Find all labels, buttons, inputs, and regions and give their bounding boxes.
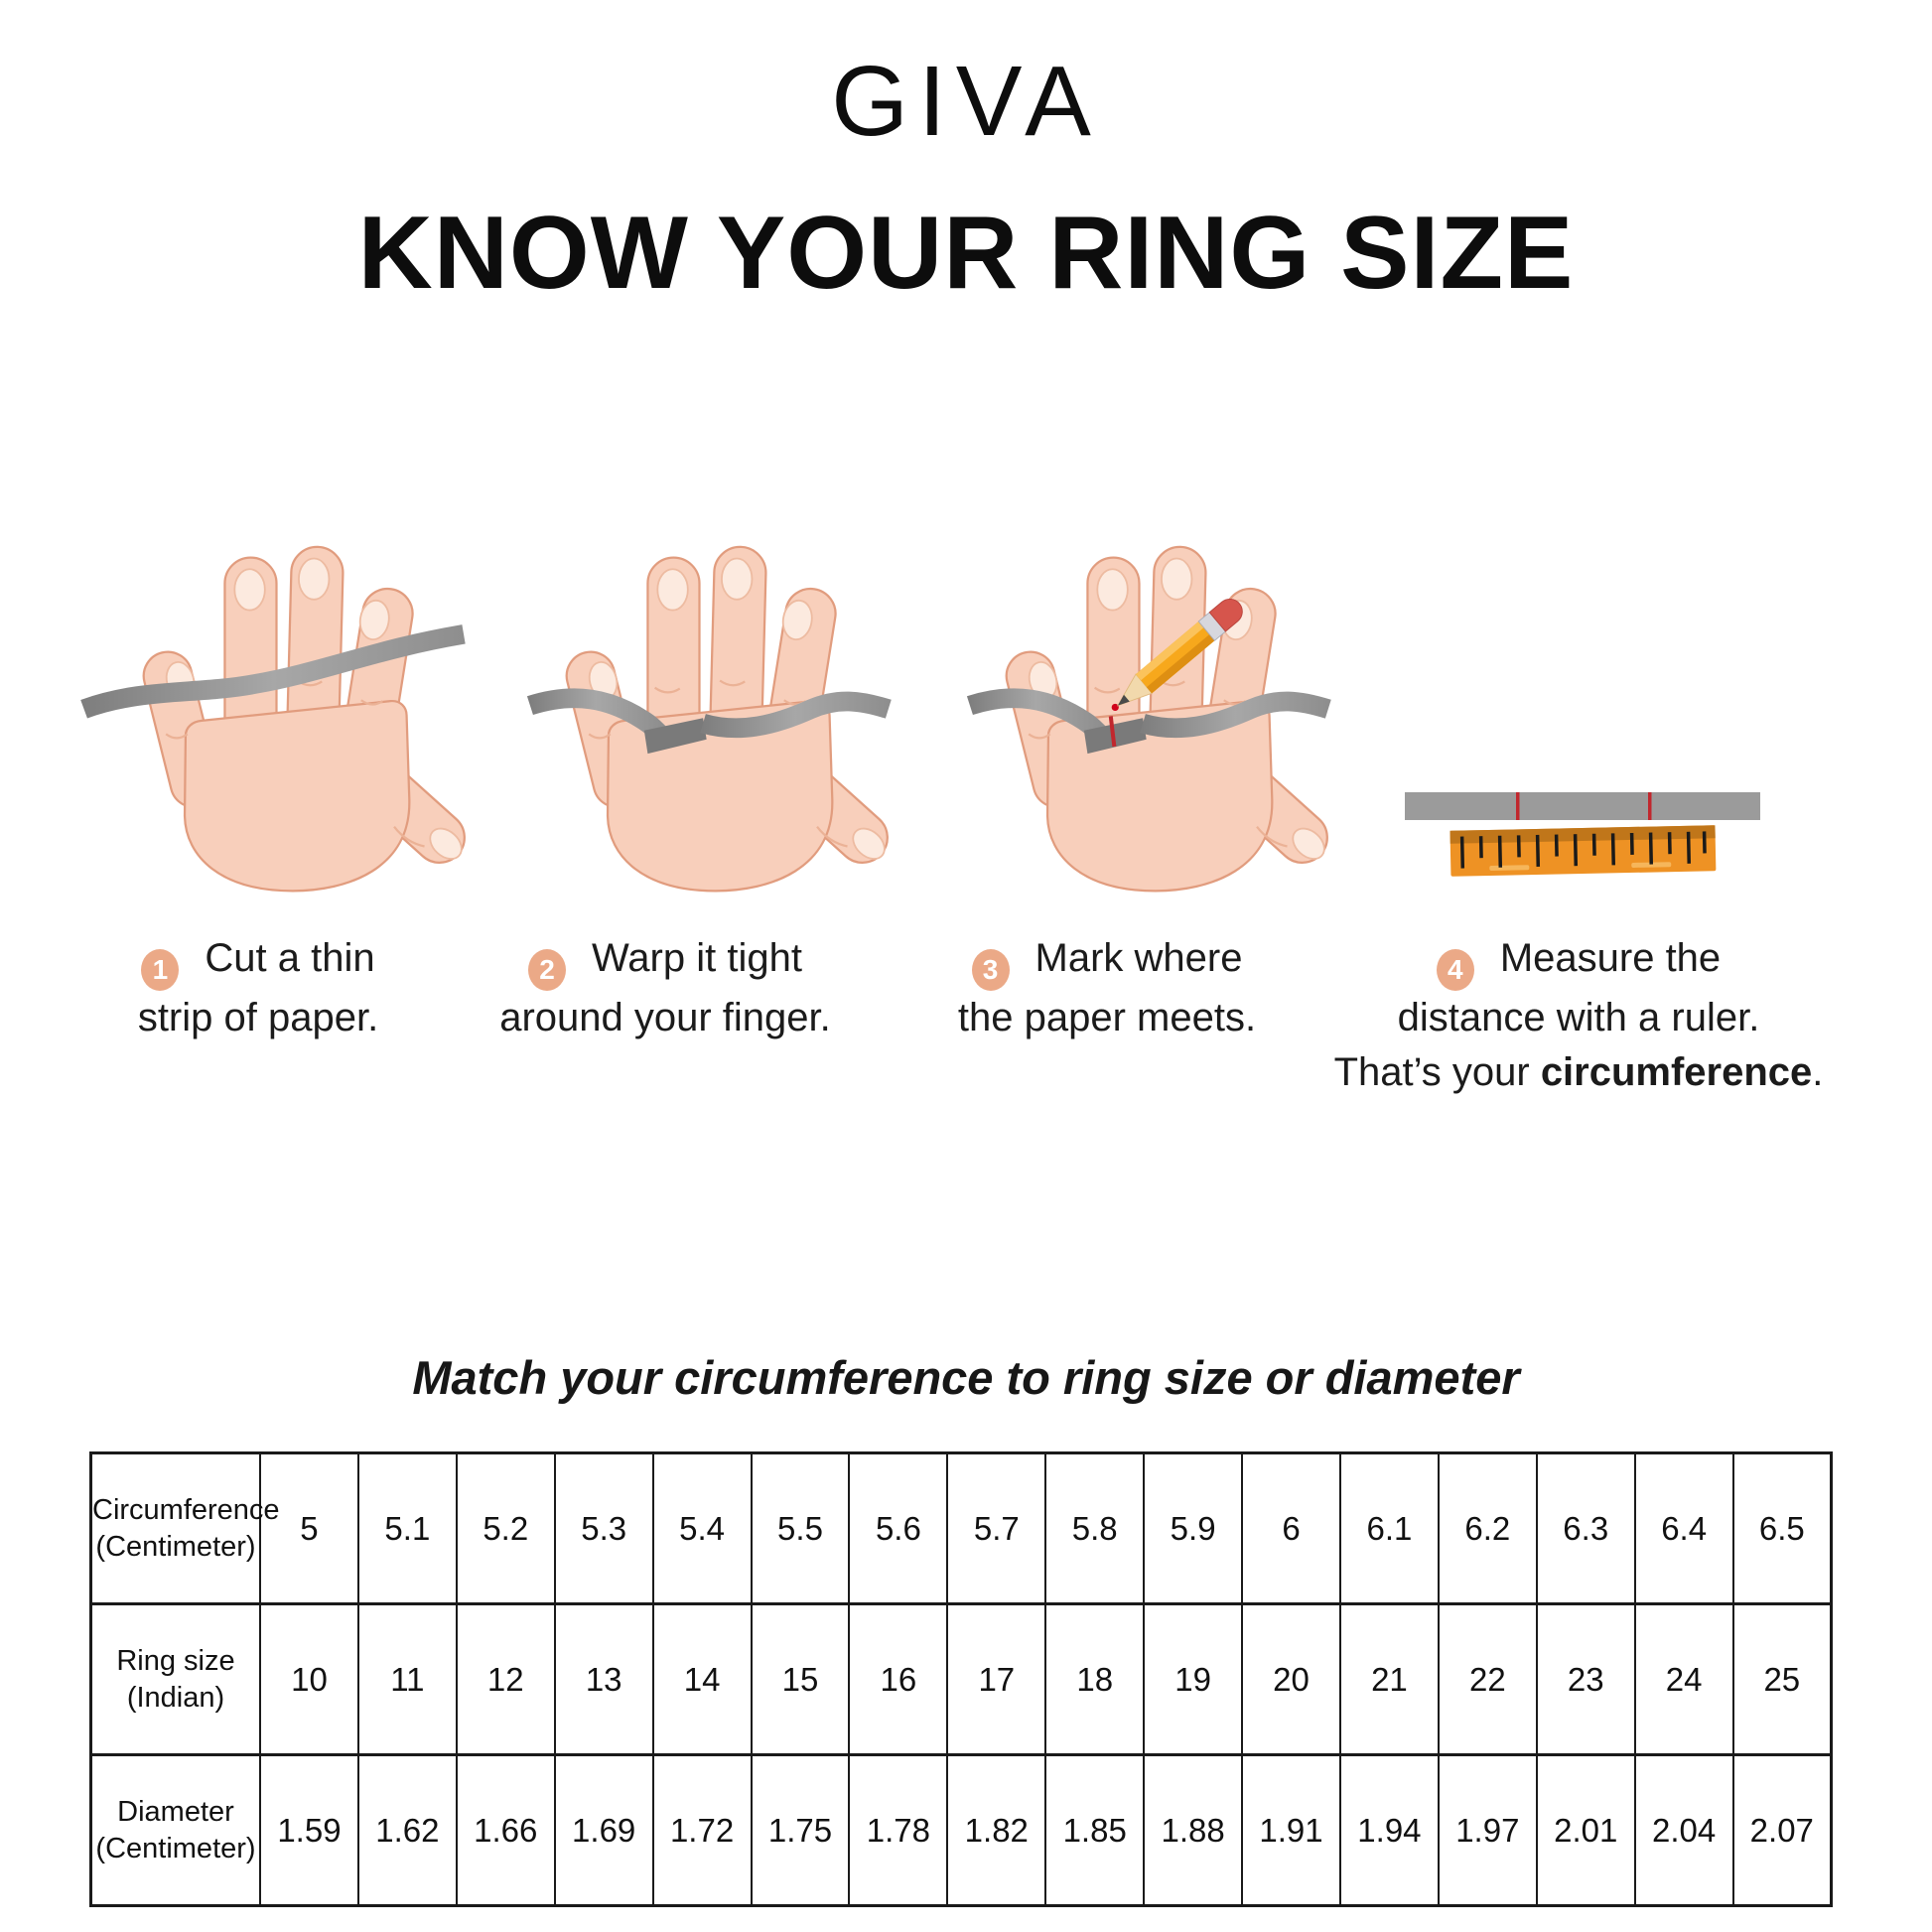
- step-number-badge: 1: [141, 948, 180, 991]
- ruler-measure-illustration: [1405, 792, 1760, 877]
- table-cell: 5.2: [455, 1452, 556, 1604]
- table-cell: 1.97: [1437, 1754, 1538, 1906]
- table-cell: 5.8: [1044, 1452, 1146, 1604]
- table-cell: 14: [651, 1603, 753, 1755]
- table-cell: 1.85: [1044, 1754, 1146, 1906]
- table-cell: 1.72: [651, 1754, 753, 1906]
- row-header: Diameter (Centimeter): [89, 1754, 261, 1906]
- table-cell: 6.4: [1633, 1452, 1734, 1604]
- table-cell: 1.75: [750, 1754, 851, 1906]
- step-caption-line: 1 Cut a thin: [89, 931, 427, 991]
- table-cell: 5: [259, 1452, 359, 1604]
- table-cell: 16: [848, 1603, 949, 1755]
- table-cell: 5.5: [750, 1452, 851, 1604]
- step-text: Mark where: [1035, 936, 1243, 980]
- table-cell: 24: [1633, 1603, 1734, 1755]
- step-text: Measure the: [1499, 936, 1722, 980]
- table-cell: 12: [455, 1603, 556, 1755]
- pencil-icon: [1116, 598, 1243, 707]
- table-cell: 2.04: [1633, 1754, 1734, 1906]
- table-cell: 2.01: [1535, 1754, 1636, 1906]
- table-cell: 10: [259, 1603, 359, 1755]
- pencil-mark-icon: [1648, 792, 1652, 820]
- step-number-badge: 3: [971, 948, 1010, 991]
- paper-strip-icon: [1140, 691, 1331, 739]
- brand-logo: GIVA: [831, 46, 1101, 157]
- pencil-mark-icon: [1516, 792, 1520, 820]
- table-cell: 25: [1731, 1603, 1833, 1755]
- paper-strip-wrap-icon: [1083, 718, 1147, 755]
- step-number-badge: 2: [528, 948, 567, 991]
- hand-wrap-strip-illustration: [526, 545, 896, 893]
- step-caption-line: 2 Warp it tight: [447, 931, 884, 991]
- step-number-badge: 4: [1436, 948, 1474, 991]
- table-cell: 22: [1437, 1603, 1538, 1755]
- table-cell: 1.59: [259, 1754, 359, 1906]
- table-row: Ring size (Indian) 10 11 12 13 14 15 16 17 18 19 20 2…: [89, 1603, 1833, 1755]
- table-cell: 6.1: [1338, 1452, 1440, 1604]
- step-caption-1: 1 Cut a thin strip of paper.: [89, 931, 427, 1045]
- step-caption-3: 3 Mark where the paper meets.: [894, 931, 1320, 1045]
- table-cell: 5.9: [1143, 1452, 1244, 1604]
- table-cell: 1.88: [1143, 1754, 1244, 1906]
- table-cell: 1.94: [1338, 1754, 1440, 1906]
- paper-strip-wrap-icon: [643, 718, 707, 755]
- table-cell: 1.66: [455, 1754, 556, 1906]
- table-cell: 19: [1143, 1603, 1244, 1755]
- table-cell: 5.1: [356, 1452, 458, 1604]
- paper-strip-icon: [80, 624, 466, 719]
- table-cell: 2.07: [1731, 1754, 1833, 1906]
- step-caption-2: 2 Warp it tight around your finger.: [447, 931, 884, 1045]
- step-caption-line: 4 Measure the: [1311, 931, 1847, 991]
- table-cell: 1.62: [356, 1754, 458, 1906]
- paper-strip-icon: [1405, 792, 1760, 820]
- step-text: Warp it tight: [592, 936, 802, 980]
- step-caption-4: 4 Measure the distance with a ruler. That…: [1311, 931, 1847, 1100]
- ruler-icon: [1449, 825, 1717, 877]
- ring-size-table: Circumference (Centimeter) 5 5.1 5.2 5.3 5.4 5.…: [89, 1451, 1833, 1907]
- paper-strip-icon: [700, 691, 892, 739]
- step-text: distance with a ruler.: [1397, 995, 1760, 1039]
- page-title: KNOW YOUR RING SIZE: [357, 196, 1575, 311]
- table-cell: 20: [1241, 1603, 1341, 1755]
- row-header: Circumference (Centimeter): [89, 1452, 280, 1604]
- table-cell: 1.69: [553, 1754, 654, 1906]
- hand-mark-strip-illustration: [966, 545, 1335, 893]
- table-cell: 15: [750, 1603, 851, 1755]
- table-cell: 5.3: [553, 1452, 654, 1604]
- table-cell: 6: [1241, 1452, 1341, 1604]
- table-row: Circumference (Centimeter) 5 5.1 5.2 5.3 5.4 5.…: [89, 1452, 1833, 1604]
- table-cell: 1.82: [946, 1754, 1047, 1906]
- table-cell: 23: [1535, 1603, 1636, 1755]
- table-cell: 5.6: [848, 1452, 949, 1604]
- table-cell: 6.3: [1535, 1452, 1636, 1604]
- pencil-mark-dot-icon: [1111, 703, 1119, 712]
- step-text: Cut a thin: [205, 936, 375, 980]
- table-cell: 5.7: [946, 1452, 1047, 1604]
- table-cell: 6.2: [1437, 1452, 1538, 1604]
- table-row: Diameter (Centimeter) 1.59 1.62 1.66 1.69 1.72…: [89, 1754, 1833, 1906]
- ring-size-table-body: Circumference (Centimeter) 5 5.1 5.2 5.3 5.4 5.…: [89, 1452, 1833, 1906]
- step-caption-line: 3 Mark where: [894, 931, 1320, 991]
- table-cell: 6.5: [1731, 1452, 1833, 1604]
- hand-cut-strip-illustration: [80, 545, 473, 893]
- step-text: That’s your circumference.: [1333, 1049, 1824, 1094]
- table-cell: 1.78: [848, 1754, 949, 1906]
- ring-size-table-wrap: Circumference (Centimeter) 5 5.1 5.2 5.3 5.4 5.…: [89, 1451, 1833, 1907]
- row-header: Ring size (Indian): [89, 1603, 261, 1755]
- table-cell: 17: [946, 1603, 1047, 1755]
- table-cell: 21: [1338, 1603, 1440, 1755]
- table-cell: 5.4: [651, 1452, 753, 1604]
- table-cell: 11: [356, 1603, 458, 1755]
- table-cell: 13: [553, 1603, 654, 1755]
- table-section-heading: Match your circumference to ring size or…: [412, 1351, 1520, 1404]
- step-text: around your finger.: [499, 995, 831, 1039]
- step-text: the paper meets.: [957, 995, 1257, 1039]
- pencil-mark-icon: [1108, 716, 1117, 748]
- table-cell: 1.91: [1241, 1754, 1341, 1906]
- step-text: strip of paper.: [137, 995, 379, 1039]
- table-cell: 18: [1044, 1603, 1146, 1755]
